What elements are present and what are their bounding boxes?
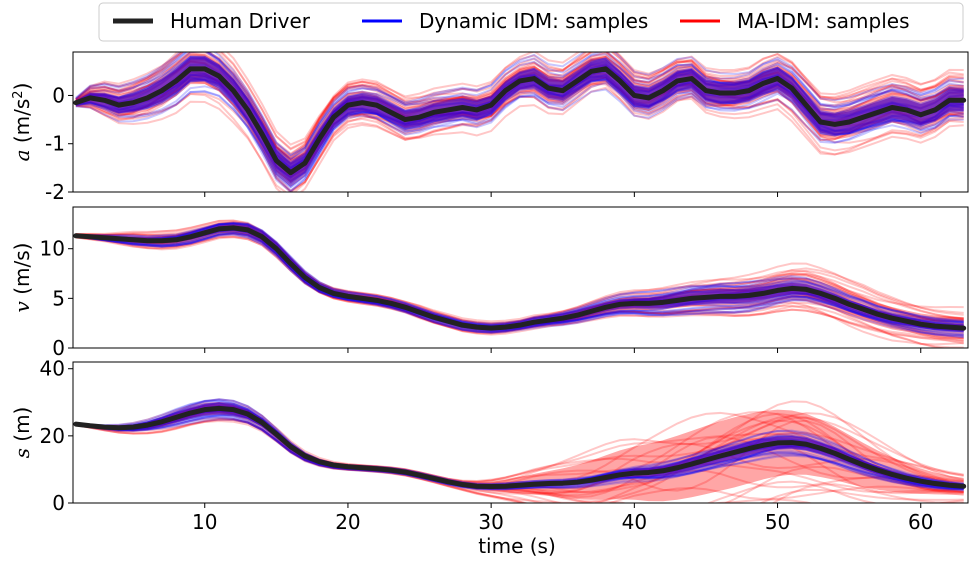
y-axis-label-s: s (m) xyxy=(10,407,34,459)
panel-v: 0 5 10v (m/s) xyxy=(10,206,969,360)
dyn-sample-line xyxy=(75,222,964,327)
dyn-sample-line xyxy=(75,233,964,337)
human-driver-line-a xyxy=(73,66,967,176)
dyn-sample-line xyxy=(75,416,964,490)
y-tick-label-s: 0 xyxy=(52,491,65,515)
legend: Human Driver Dynamic IDM: samples MA-IDM… xyxy=(98,2,964,42)
dyn-sample-line xyxy=(75,413,964,492)
legend-box xyxy=(98,2,964,42)
x-tick-label: 10 xyxy=(192,510,217,534)
ma-sample-line xyxy=(75,236,964,343)
y-axis-label-a: a (m/s2) xyxy=(10,83,34,162)
ma-sample-line xyxy=(75,76,964,192)
ma-sample-line xyxy=(75,52,964,151)
ma-sample-line xyxy=(75,65,964,178)
y-tick-label-v: 10 xyxy=(40,237,65,261)
plot-area-v xyxy=(73,219,967,348)
dyn-sample-line xyxy=(75,222,964,328)
dyn-sample-line xyxy=(75,52,964,161)
x-tick-label: 40 xyxy=(622,510,647,534)
dyn-sample-line xyxy=(75,52,964,166)
dyn-sample-line xyxy=(75,232,964,338)
y-tick-label-v: 0 xyxy=(52,336,65,360)
dyn-sample-line xyxy=(75,399,964,486)
dyn-sample-line xyxy=(75,398,964,486)
ma-sample-line xyxy=(75,402,964,486)
ma-sample-line xyxy=(75,230,964,340)
x-tick-label: 30 xyxy=(478,510,503,534)
ma-sample-line xyxy=(75,232,964,345)
dyn-sample-line xyxy=(75,221,964,326)
axes-frame-a xyxy=(72,51,969,193)
dyn-sample-line xyxy=(75,88,964,189)
dyn-sample-line xyxy=(75,232,964,336)
x-axis-label: time (s) xyxy=(478,534,556,558)
x-tick-label: 60 xyxy=(908,510,933,534)
legend-dyn-label: Dynamic IDM: samples xyxy=(419,9,648,33)
ma-sample-line xyxy=(75,52,964,162)
panel-s: 0 20 40 10 20 30 40 50 60 s (m) xyxy=(10,357,969,534)
dyn-sample-line xyxy=(75,222,964,325)
ma-sample-line xyxy=(75,222,964,327)
overlap-band-s xyxy=(75,403,964,489)
ma-sample-line xyxy=(75,412,964,503)
y-tick-label-v: 5 xyxy=(52,286,65,310)
y-tick-label-a: -1 xyxy=(45,132,65,156)
ma-sample-line xyxy=(75,418,964,503)
ma-sample-line xyxy=(75,86,964,192)
ma-sample-line xyxy=(75,219,964,323)
ma-sample-line xyxy=(75,223,964,325)
dyn-sample-line xyxy=(75,77,964,186)
ma-core-band-v xyxy=(75,223,964,339)
ma-sample-line xyxy=(75,231,964,341)
ma-core-band-s xyxy=(75,401,964,502)
dyn-sample-line xyxy=(75,231,964,333)
dyn-sample-line xyxy=(75,414,964,491)
panel-a: 0 -1 -2 a (m/s2) xyxy=(10,51,969,204)
dyn-sample-line xyxy=(75,418,964,491)
dyn-sample-line xyxy=(75,398,964,486)
x-tick-label: 20 xyxy=(335,510,360,534)
ma-sample-line xyxy=(75,52,964,155)
ma-sample-line xyxy=(75,52,964,156)
ma-sample-line xyxy=(75,81,964,192)
ma-sample-line xyxy=(75,227,964,329)
y-tick-label-a: 0 xyxy=(52,83,65,107)
y-tick-label-s: 20 xyxy=(40,424,65,448)
dyn-sample-line xyxy=(75,226,964,331)
x-tick-label: 50 xyxy=(765,510,790,534)
dyn-sample-line xyxy=(75,52,964,157)
axes-frame-v xyxy=(72,206,969,349)
legend-human-label: Human Driver xyxy=(170,9,311,33)
dyn-sample-line xyxy=(75,233,964,337)
ma-sample-line xyxy=(75,52,964,146)
ma-sample-line xyxy=(75,418,964,503)
ma-sample-line xyxy=(75,221,964,326)
ma-sample-line xyxy=(75,416,964,503)
dyn-sample-line xyxy=(75,414,964,490)
y-tick-label-a: -2 xyxy=(45,180,65,204)
ma-sample-line xyxy=(75,235,964,348)
axes-frame-s xyxy=(72,361,969,504)
dyn-sample-line xyxy=(75,231,964,338)
ma-sample-line xyxy=(75,235,949,348)
ma-sample-line xyxy=(75,219,964,326)
y-axis-label-v: v (m/s) xyxy=(10,243,34,313)
ma-sample-line xyxy=(75,398,964,486)
dyn-sample-line xyxy=(75,222,964,326)
human-driver-line-s xyxy=(73,405,967,490)
plot-area-a xyxy=(73,52,967,192)
ma-sample-line xyxy=(75,420,964,503)
plot-area-s xyxy=(73,398,967,503)
ma-sample-line xyxy=(75,52,964,158)
ma-sample-line xyxy=(75,231,964,346)
y-tick-label-s: 40 xyxy=(40,357,65,381)
ma-sample-line xyxy=(75,52,964,159)
ma-sample-line xyxy=(75,221,964,325)
legend-ma-label: MA-IDM: samples xyxy=(737,9,910,33)
human-driver-line-v xyxy=(73,225,967,331)
overlap-band-a xyxy=(75,57,964,184)
